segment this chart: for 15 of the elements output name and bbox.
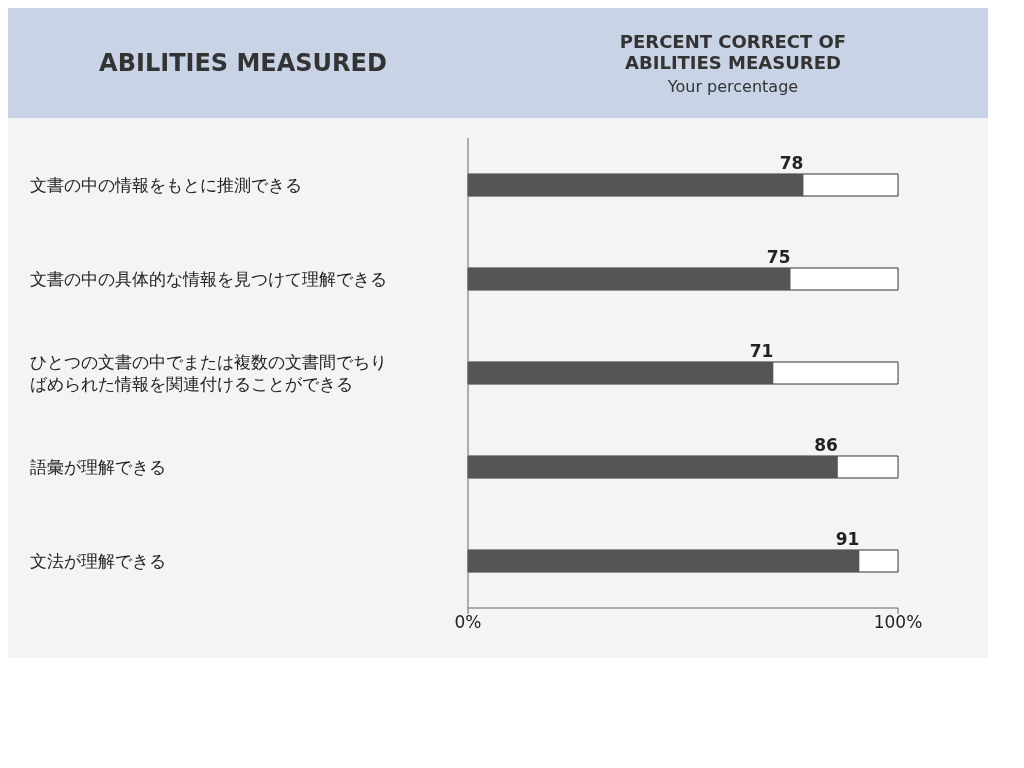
chart-title: PERCENT CORRECT OF ABILITIES MEASURED bbox=[618, 30, 848, 73]
data-label: 91 bbox=[835, 529, 860, 549]
x-tick-label: 100% bbox=[873, 612, 923, 633]
y-tick-label: 語彙が理解できる bbox=[30, 457, 166, 477]
data-label: 71 bbox=[749, 341, 774, 361]
text: Your percentage bbox=[666, 76, 800, 96]
y-tick-label: 文法が理解できる bbox=[30, 551, 166, 571]
data-label: 75 bbox=[766, 247, 791, 267]
data-label: 86 bbox=[814, 435, 838, 455]
y-tick-label: ひとつの文書の中でまたは複数の文書間でちりばめられた情報を関連付けることができる bbox=[30, 352, 387, 394]
y-axis-title: ABILITIES MEASURED bbox=[98, 49, 388, 77]
y-tick-label: 文書の中の具体的な情報を見つけて理解できる bbox=[30, 269, 387, 289]
y-tick-label: 文書の中の情報をもとに推測できる bbox=[30, 175, 302, 195]
data-label: 78 bbox=[779, 153, 804, 173]
x-tick-label: 0% bbox=[454, 612, 482, 633]
